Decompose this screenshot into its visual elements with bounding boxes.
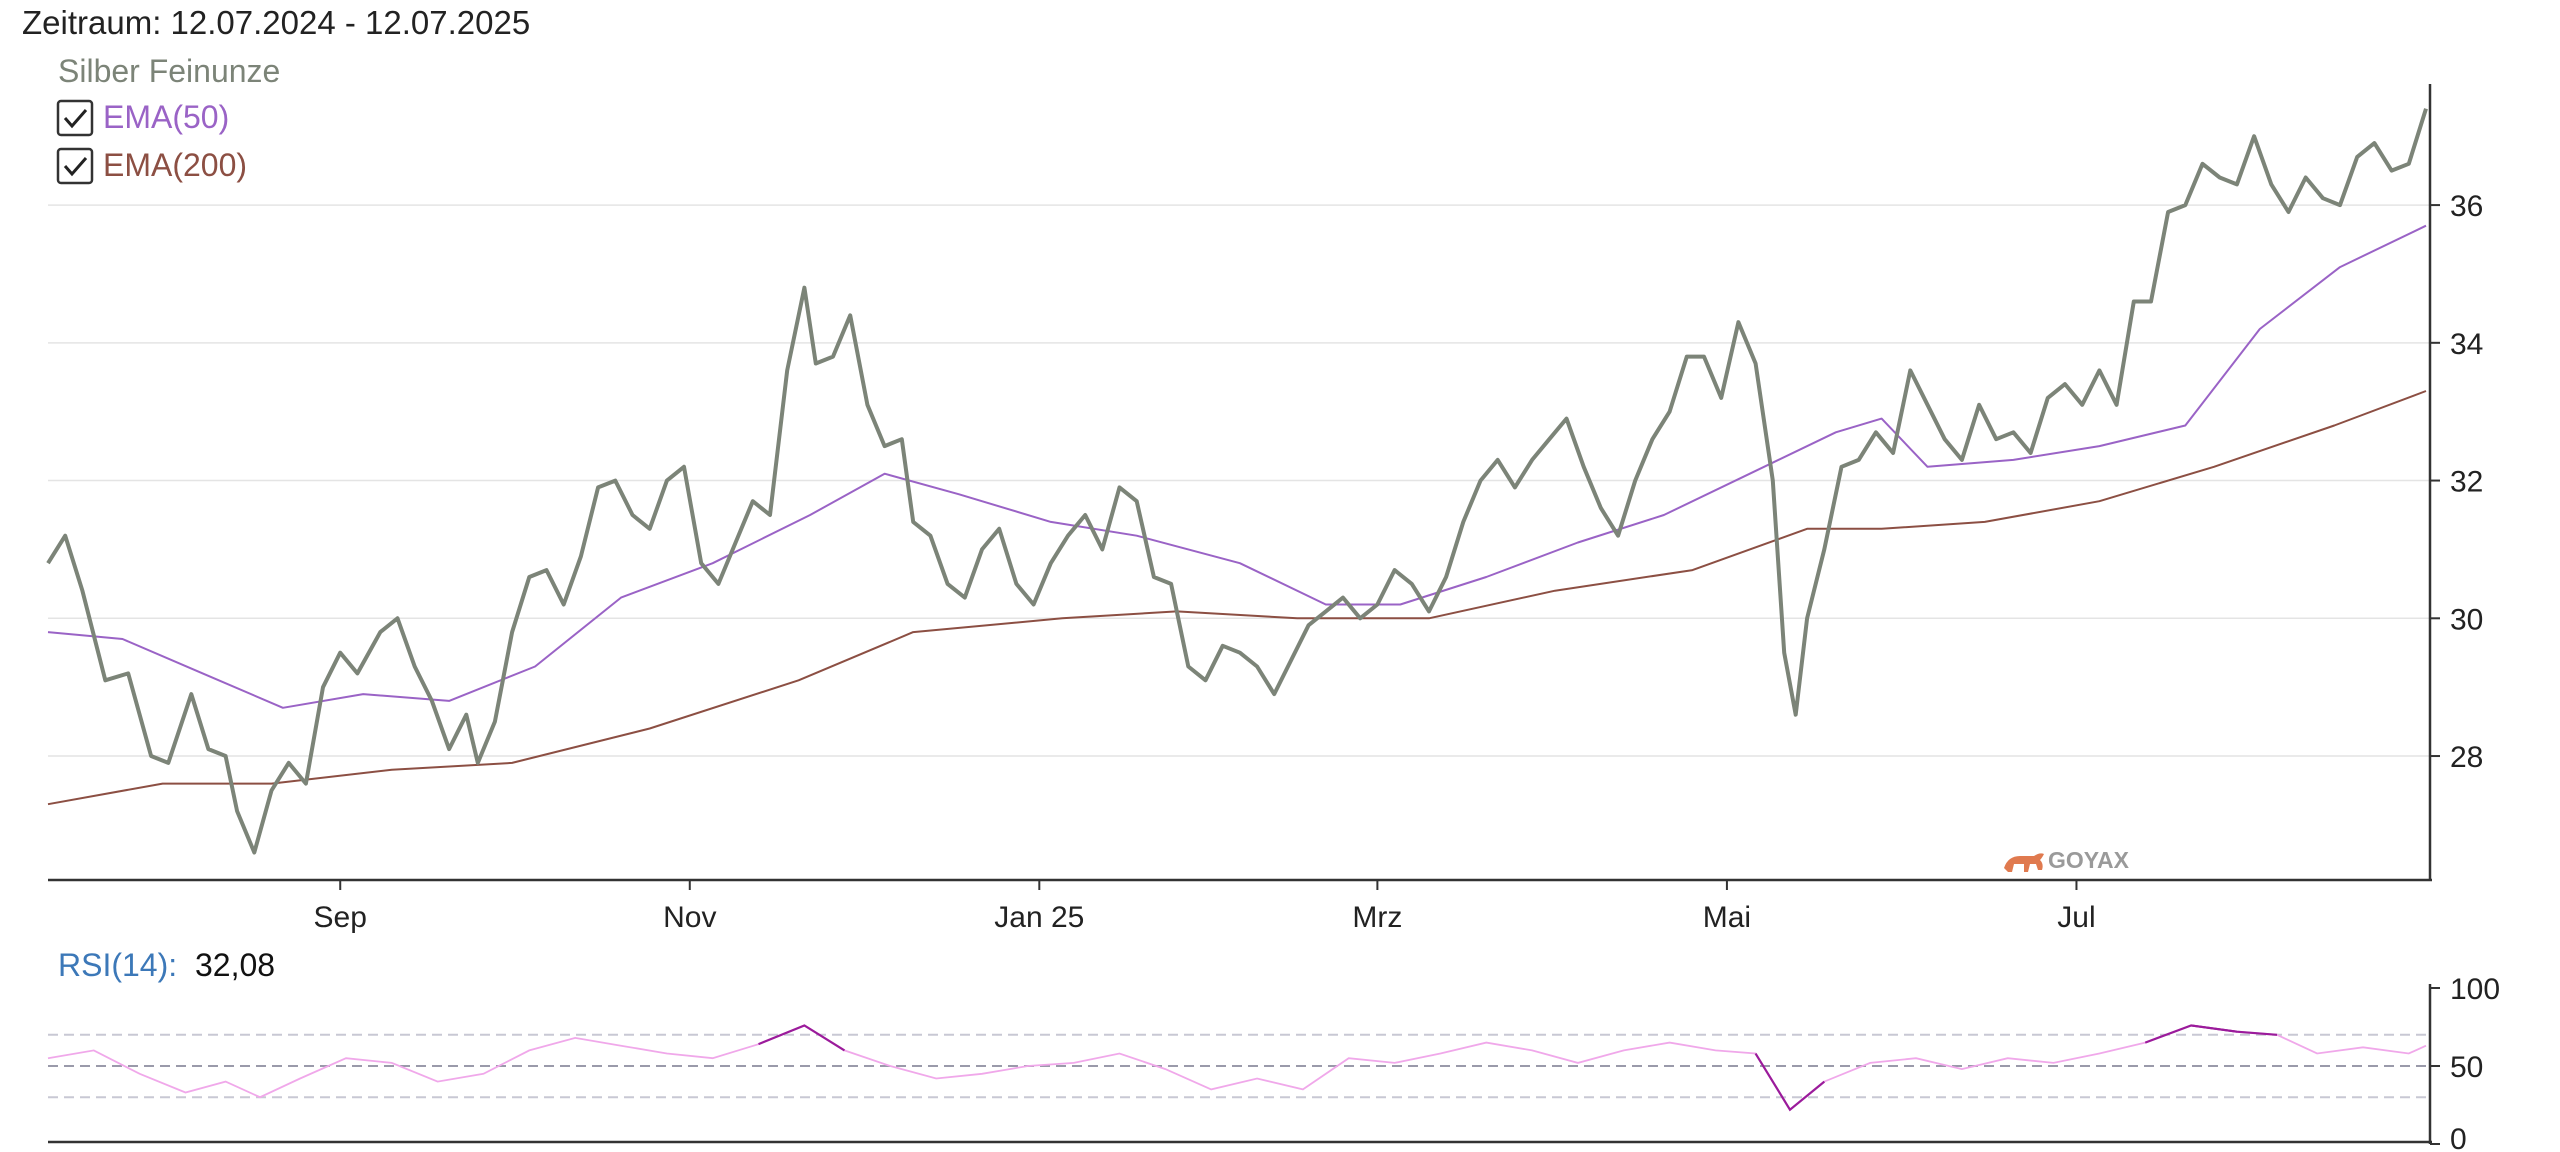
rsi-extreme-segment (2190, 1024, 2278, 1036)
y-tick-label: 32 (2450, 466, 2483, 499)
legend-item-ema200[interactable]: EMA(200) (56, 147, 247, 185)
x-tick-label: Nov (663, 901, 716, 934)
price-line (46, 108, 2428, 855)
rsi-label: RSI(14): (58, 947, 177, 983)
rsi-reference-lines (48, 1033, 2430, 1099)
x-tick-label: Mrz (1352, 901, 1402, 934)
ema200-checkbox[interactable] (56, 147, 94, 185)
rsi-extreme-segment (1754, 1052, 1826, 1112)
rsi-y-axis-ticks: 0 50 100 (2430, 973, 2500, 1152)
rsi-line (47, 1024, 2427, 1112)
legend-label-price: Silber Feinunze (58, 53, 280, 89)
main-gridlines (48, 204, 2430, 757)
rsi-y-tick-label: 0 (2450, 1123, 2467, 1152)
ema200-line (47, 390, 2427, 806)
rsi-value: 32,08 (195, 947, 275, 983)
ema50-checkbox[interactable] (56, 99, 94, 137)
x-tick-label: Mai (1703, 901, 1751, 934)
rsi-axes (48, 984, 2432, 1144)
rsi-extreme-segment (2144, 1024, 2238, 1044)
date-range-label: Zeitraum: 12.07.2024 - 12.07.2025 (22, 4, 530, 41)
checkmark-icon (63, 109, 88, 129)
y-tick-label: 30 (2450, 603, 2483, 636)
main-axes (48, 84, 2432, 882)
rsi-plot-area (47, 1024, 2427, 1112)
ema50-line (47, 224, 2427, 709)
x-tick-label: Sep (314, 901, 367, 934)
legend-label-ema50: EMA(50) (103, 99, 229, 135)
rsi-extreme-segment (758, 1024, 846, 1052)
rsi-y-tick-label: 100 (2450, 973, 2500, 1006)
legend-label-ema200: EMA(200) (103, 147, 247, 183)
x-axis-ticks: Sep Nov Jan 25 Mrz Mai Jul (314, 880, 2096, 934)
main-y-axis-ticks: 28 30 32 34 36 (2430, 190, 2483, 774)
bull-icon (2004, 853, 2044, 872)
x-tick-label: Jul (2057, 901, 2095, 934)
checkmark-icon (63, 157, 88, 177)
x-tick-label: Jan 25 (994, 901, 1084, 934)
rsi-y-tick-label: 50 (2450, 1051, 2483, 1084)
goyax-watermark: GOYAX (2004, 847, 2130, 873)
legend-item-ema50[interactable]: EMA(50) (56, 99, 229, 137)
y-tick-label: 34 (2450, 328, 2483, 361)
main-plot-area (46, 108, 2428, 855)
y-tick-label: 28 (2450, 741, 2483, 774)
watermark-text: GOYAX (2048, 847, 2130, 873)
y-tick-label: 36 (2450, 190, 2483, 223)
